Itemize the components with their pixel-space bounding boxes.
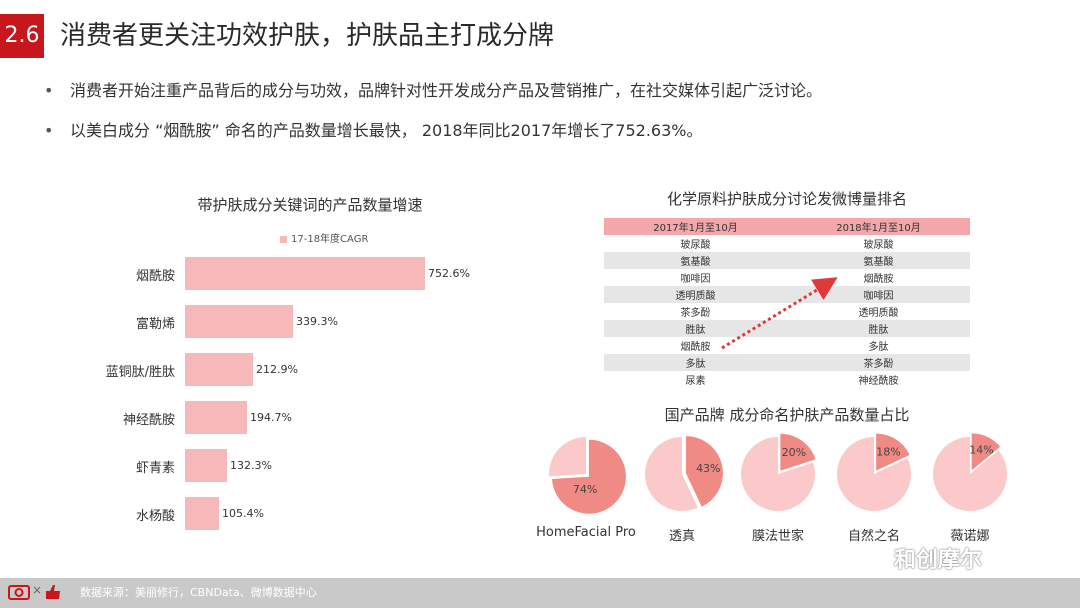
bar-value-label: 212.9%	[256, 363, 298, 376]
pie-brand-label: HomeFacial Pro	[536, 525, 636, 540]
pie-slice-rest	[645, 437, 698, 511]
pie-value-label: 18%	[876, 445, 900, 458]
bar	[185, 401, 247, 434]
pie-slice-share	[780, 433, 816, 471]
ranking-row: 尿素 神经酰胺	[604, 371, 970, 388]
bar-value-label: 194.7%	[250, 411, 292, 424]
ranking-cell-2018: 透明质酸	[787, 303, 970, 320]
bar-category-label: 富勒烯	[135, 317, 175, 332]
section-number-badge: 2.6	[0, 14, 44, 58]
ranking-cell-2017: 尿素	[604, 371, 787, 388]
bar-category-label: 水杨酸	[135, 509, 175, 524]
bar-category-label: 蓝铜肽/胜肽	[105, 365, 175, 380]
bar-chart: 烟酰胺 752.6% 富勒烯 339.3% 蓝铜肽/胜肽 212.9% 神经酰胺 194.7%…	[0, 250, 540, 540]
bullet-text: 以美白成分 “烟酰胺” 命名的产品数量增长最快， 2018年同比2017年增长了…	[70, 121, 703, 140]
ranking-cell-2018: 多肽	[787, 337, 970, 354]
ranking-header-2018: 2018年1月至10月	[787, 218, 970, 235]
page-title: 消费者更关注功效护肤，护肤品主打成分牌	[60, 21, 555, 51]
pie-slice-rest	[741, 437, 815, 511]
pie-slice-share	[685, 436, 723, 507]
pie-slice-rest	[933, 437, 1007, 511]
ranking-cell-2017: 氨基酸	[604, 252, 787, 269]
pie-slice-rest	[549, 437, 586, 477]
ranking-row: 茶多酚 透明质酸	[604, 303, 970, 320]
bar-category-label: 虾青素	[135, 461, 175, 476]
ranking-row: 胜肽 胜肽	[604, 320, 970, 337]
ranking-cell-2017: 咖啡因	[604, 269, 787, 286]
watermark: 和创摩尔	[894, 548, 983, 573]
pie-slice-rest	[837, 437, 911, 511]
pie-chart: 20%	[741, 433, 816, 511]
bullet-dot: •	[44, 81, 54, 100]
ranking-row: 烟酰胺 多肽	[604, 337, 970, 354]
pie-brand-label: 透真	[668, 529, 695, 544]
ranking-cell-2017: 透明质酸	[604, 286, 787, 303]
bar-value-label: 752.6%	[428, 267, 470, 280]
bar-category-label: 烟酰胺	[135, 269, 175, 284]
bullet-item-2: • 以美白成分 “烟酰胺” 命名的产品数量增长最快， 2018年同比2017年增长…	[44, 117, 702, 141]
brand-logo: ×	[8, 582, 62, 602]
pie-slice-share	[876, 433, 910, 471]
legend-swatch	[280, 235, 287, 243]
ranking-cell-2018: 玻尿酸	[787, 235, 970, 252]
bar	[185, 305, 293, 338]
ranking-row: 玻尿酸 玻尿酸	[604, 235, 970, 252]
ranking-cell-2017: 胜肽	[604, 320, 787, 337]
ranking-cell-2018: 神经酰胺	[787, 371, 970, 388]
pie-value-label: 20%	[782, 446, 806, 459]
pie-brand-label: 膜法世家	[751, 529, 804, 544]
pie-chart: 18%	[837, 433, 911, 511]
camera-thumb-logo-icon	[8, 585, 60, 600]
data-source: 数据来源：美丽修行，CBNData、微博数据中心	[80, 586, 317, 599]
bar-chart-title: 带护肤成分关键词的产品数量增速	[197, 196, 423, 214]
bar-value-label: 132.3%	[230, 459, 272, 472]
legend-label: 17-18年度CAGR	[291, 234, 369, 245]
pie-brand-label: 薇诺娜	[950, 529, 990, 544]
bar	[185, 257, 425, 290]
ranking-cell-2017: 茶多酚	[604, 303, 787, 320]
bar	[185, 497, 219, 530]
ranking-row: 咖啡因 烟酰胺	[604, 269, 970, 286]
pie-slice-share	[551, 439, 626, 514]
ranking-row: 氨基酸 氨基酸	[604, 252, 970, 269]
ranking-cell-2018: 胜肽	[787, 320, 970, 337]
bullet-text: 消费者开始注重产品背后的成分与功效，品牌针对性开发成分产品及营销推广，在社交媒体…	[70, 81, 823, 100]
pie-value-label: 43%	[696, 462, 720, 475]
ranking-header-2017: 2017年1月至10月	[604, 218, 787, 235]
bar-category-label: 神经酰胺	[122, 413, 175, 428]
bullet-item-1: • 消费者开始注重产品背后的成分与功效，品牌针对性开发成分产品及营销推广，在社交媒…	[44, 77, 822, 101]
bar-value-label: 105.4%	[222, 507, 264, 520]
ranking-cell-2017: 多肽	[604, 354, 787, 371]
bar-value-label: 339.3%	[296, 315, 338, 328]
ranking-cell-2017: 玻尿酸	[604, 235, 787, 252]
ranking-table: 2017年1月至10月 2018年1月至10月 玻尿酸 玻尿酸 氨基酸 氨基酸 咖啡因烟…	[604, 218, 970, 388]
pie-charts: 74% HomeFacial Pro 43% 透真 20% 膜法世家 18% 自然之名 14% 薇…	[520, 430, 1060, 550]
pie-value-label: 74%	[573, 483, 597, 496]
footer-bar	[0, 578, 1080, 608]
pie-chart: 14%	[933, 433, 1007, 511]
pie-chart: 74%	[549, 437, 626, 514]
pie-chart: 43%	[645, 436, 723, 511]
bar	[185, 449, 227, 482]
logo-cross: ×	[32, 583, 43, 597]
pie-slice-share	[971, 433, 1001, 471]
pie-brand-label: 自然之名	[847, 529, 900, 544]
ranking-cell-2018: 茶多酚	[787, 354, 970, 371]
ranking-cell-2017: 烟酰胺	[604, 337, 787, 354]
trend-arrow	[721, 277, 838, 350]
pie-section-title: 国产品牌 成分命名护肤产品数量占比	[664, 406, 910, 424]
ranking-title: 化学原料护肤成分讨论发微博量排名	[666, 190, 907, 208]
ranking-row: 多肽 茶多酚	[604, 354, 970, 371]
bullet-dot: •	[44, 121, 54, 140]
pie-value-label: 14%	[969, 444, 993, 457]
bar	[185, 353, 253, 386]
bar-chart-legend: 17-18年度CAGR	[280, 230, 368, 245]
ranking-cell-2018: 氨基酸	[787, 252, 970, 269]
